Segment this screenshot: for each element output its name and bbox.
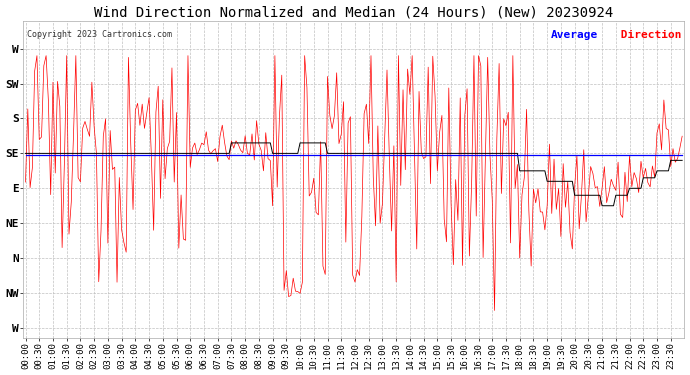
Text: Average: Average <box>551 30 598 40</box>
Title: Wind Direction Normalized and Median (24 Hours) (New) 20230924: Wind Direction Normalized and Median (24… <box>95 6 613 20</box>
Text: Copyright 2023 Cartronics.com: Copyright 2023 Cartronics.com <box>26 30 172 39</box>
Text: Direction: Direction <box>613 30 681 40</box>
